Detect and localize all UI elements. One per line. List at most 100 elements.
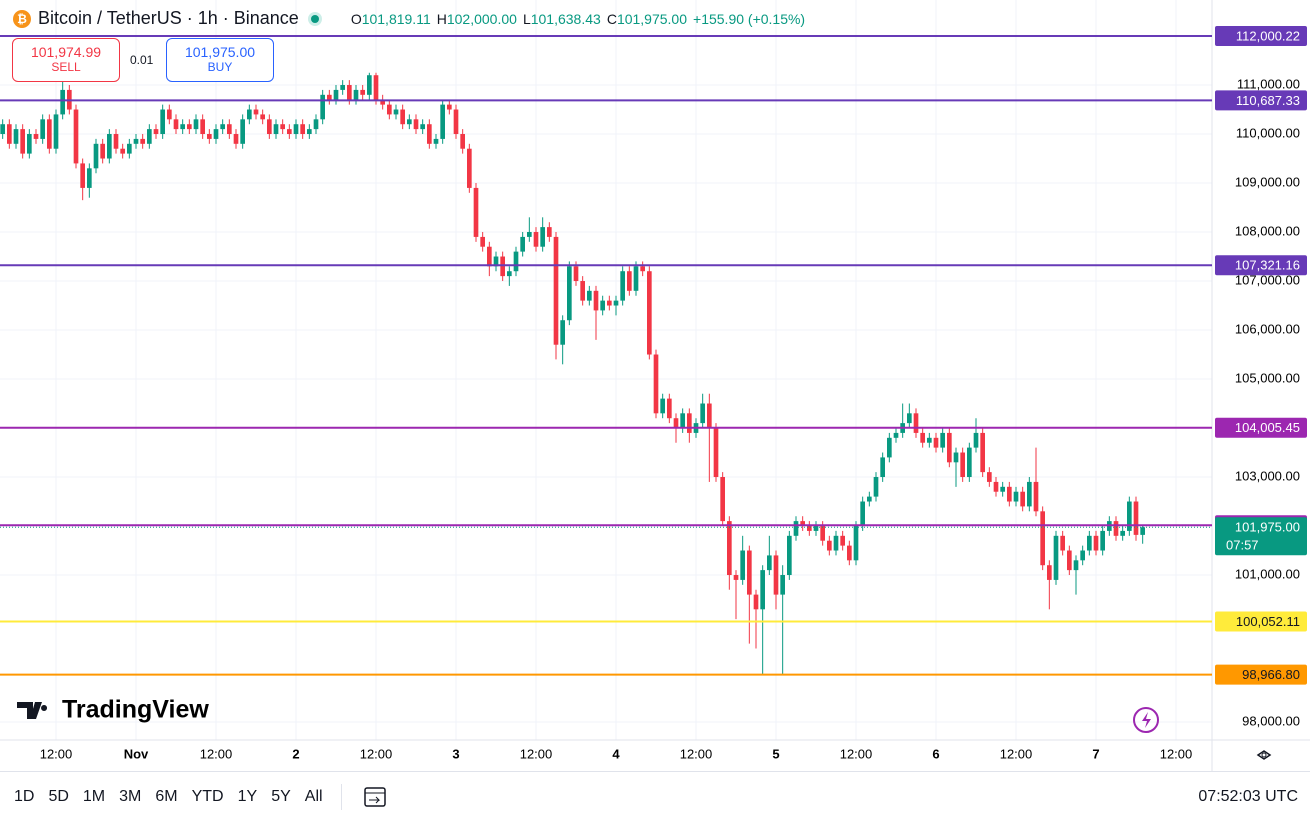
candle-body (447, 104, 452, 110)
candle-body (340, 85, 345, 90)
candle-body (947, 432, 952, 463)
candle-body (73, 109, 79, 164)
settings-icon[interactable] (1256, 750, 1272, 760)
price-line-label: 104,005.45 (1235, 420, 1300, 435)
candle-body (1060, 535, 1065, 551)
candle-body (387, 104, 392, 115)
ohlc-key: L (522, 10, 531, 27)
candle-body (1080, 550, 1085, 561)
candle-body (360, 89, 365, 95)
candle-body (707, 403, 712, 429)
x-tick-label: 12:00 (840, 746, 873, 761)
candle-body (120, 148, 125, 154)
candle-body (847, 545, 852, 561)
candle-body (1067, 550, 1072, 571)
separator (340, 784, 342, 810)
candle-body (1020, 491, 1025, 507)
candle-body (1087, 535, 1092, 551)
candle-body (1127, 501, 1132, 531)
candle-body (0, 124, 5, 135)
candle-body (833, 535, 839, 551)
replay-icon[interactable] (1133, 707, 1159, 733)
candle-body (627, 271, 632, 291)
range-button[interactable]: All (304, 788, 323, 805)
candle-body (593, 290, 599, 311)
sell-button[interactable]: 101,974.99 SELL (12, 38, 120, 82)
x-tick-label: Nov (124, 746, 149, 761)
candle-body (540, 227, 545, 247)
candle-body (500, 256, 505, 277)
symbol-header: ₿ Bitcoin / TetherUS · 1h · Binance O101… (12, 8, 805, 29)
x-tick-label: 12:00 (680, 746, 713, 761)
candle-body (1027, 481, 1032, 507)
range-button[interactable]: 6M (155, 788, 178, 805)
range-button[interactable]: 5Y (271, 788, 291, 805)
range-button[interactable]: 5D (48, 788, 69, 805)
candle-body (473, 187, 479, 237)
candle-body (867, 496, 872, 502)
candle-body (960, 452, 965, 478)
candle-body (780, 575, 785, 595)
candle-body (240, 119, 245, 144)
candle-body (493, 256, 499, 267)
candle-body (113, 134, 119, 149)
candle-body (220, 124, 225, 130)
range-button[interactable]: 1Y (237, 788, 258, 805)
candle-body (147, 129, 152, 144)
candle-body (133, 138, 139, 144)
y-tick-label: 103,000.00 (1235, 468, 1300, 483)
candle-body (173, 119, 179, 130)
coin-icon: ₿ (13, 9, 31, 28)
replay-bolt (1142, 712, 1151, 728)
date-range-icon[interactable] (360, 782, 390, 812)
candle-body (453, 109, 459, 135)
candle-body (107, 134, 112, 159)
candle-body (807, 526, 812, 531)
candle-body (773, 555, 779, 595)
ohlc-item: C101,975.00 (607, 11, 687, 27)
ohlc-values: O101,819.11 H102,000.00 L101,638.43 C101,97… (351, 11, 805, 27)
candle-body (1073, 560, 1079, 571)
candle-body (180, 124, 185, 130)
buy-button[interactable]: 101,975.00 BUY (166, 38, 274, 82)
candle-body (1040, 511, 1045, 566)
candle-body (20, 129, 25, 154)
ohlc-value: 102,000.00 (446, 10, 517, 27)
ohlc-key: O (350, 10, 362, 27)
candle-body (1013, 491, 1019, 502)
range-button[interactable]: 3M (119, 788, 142, 805)
candle-body (980, 432, 985, 473)
ohlc-item: O101,819.11 (351, 11, 431, 27)
countdown: 07:57 (1226, 538, 1259, 553)
candle-body (680, 413, 685, 429)
candle-body (933, 437, 939, 448)
candle-body (547, 227, 552, 237)
candle-body (907, 413, 912, 424)
candle-body (673, 418, 679, 429)
bottom-toolbar: 1D 5D 1M 3M 6M YTD 1Y 5Y All 07:52:03 UTC (0, 771, 1310, 822)
candle-body (160, 109, 165, 135)
watermark-text: TradingView (62, 696, 209, 724)
candle-body (967, 447, 972, 478)
candle-body (460, 134, 465, 149)
candle-body (140, 138, 145, 144)
candle-body (727, 521, 732, 576)
candle-body (400, 109, 405, 125)
candle-body (533, 232, 539, 247)
range-button[interactable]: 1D (14, 788, 35, 805)
candle-body (380, 99, 385, 105)
candle-body (613, 300, 619, 306)
range-button[interactable]: 1M (82, 788, 106, 805)
x-tick-label: 12:00 (1160, 746, 1193, 761)
x-tick-label: 4 (612, 746, 620, 761)
candle-body (620, 271, 625, 301)
candle-body (1100, 530, 1105, 551)
y-tick-label: 101,000.00 (1235, 566, 1300, 581)
range-button[interactable]: YTD (191, 788, 224, 805)
candle-body (520, 236, 525, 252)
candle-body (27, 134, 32, 154)
candle-body (973, 432, 979, 448)
candle-body (47, 119, 52, 149)
ohlc-key: H (436, 10, 447, 27)
